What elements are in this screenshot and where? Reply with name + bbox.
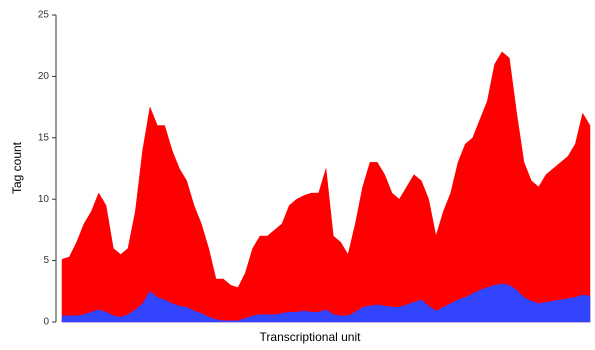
y-tick-label: 25 (38, 10, 50, 21)
y-tick-label: 20 (38, 71, 50, 82)
y-tick-label: 10 (38, 194, 50, 205)
y-tick-label: 0 (43, 317, 49, 328)
area (61, 283, 591, 323)
x-axis-label: Transcriptional unit (260, 330, 362, 344)
y-axis-label: Tag count (10, 141, 24, 194)
area (61, 51, 591, 323)
y-tick-label: 15 (38, 132, 50, 143)
y-tick-label: 5 (43, 255, 49, 266)
